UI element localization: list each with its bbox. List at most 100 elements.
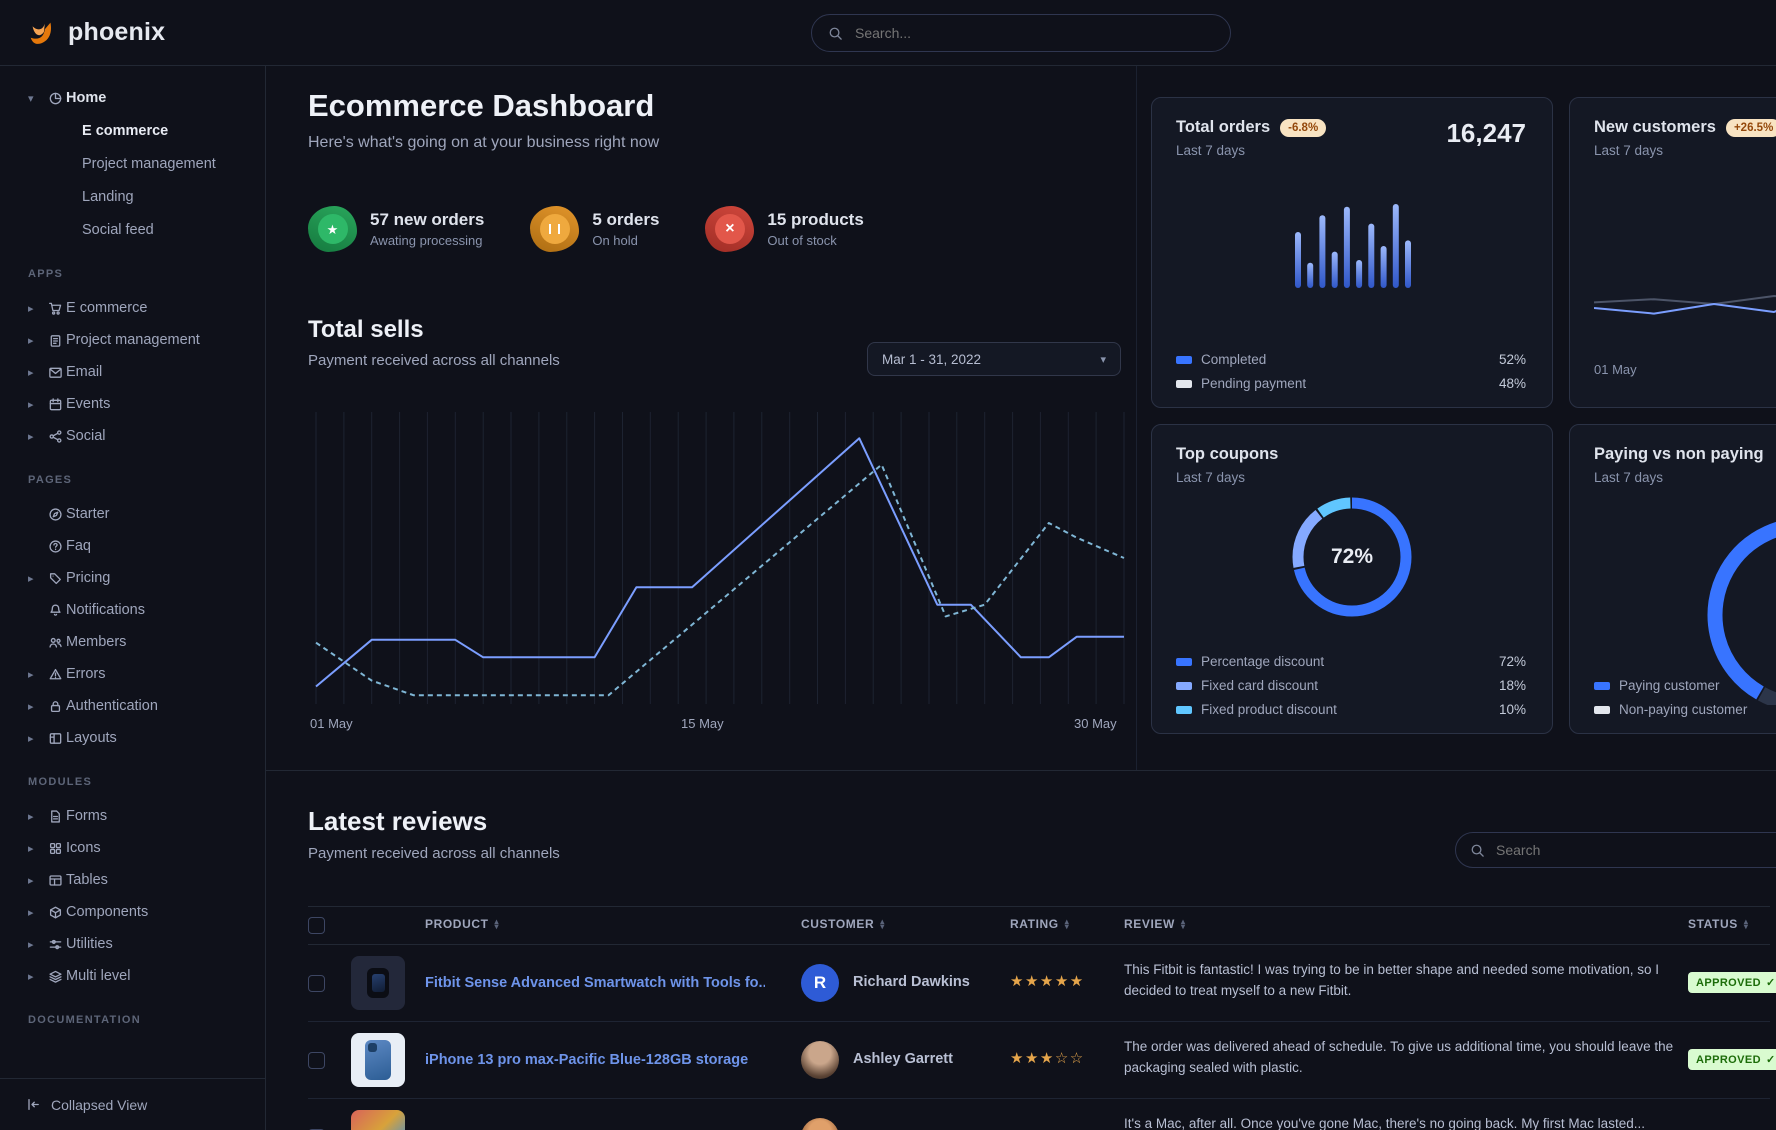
sidebar-group-social[interactable]: ▸ Social	[28, 428, 106, 444]
total-orders-value: 16,247	[1446, 118, 1526, 148]
legend-row: Percentage discount 72%	[1176, 654, 1526, 669]
chevron-right-icon: ▸	[28, 302, 34, 315]
card-period: Last 7 days	[1594, 470, 1664, 485]
column-header-product[interactable]: PRODUCT ▴ ▾	[425, 917, 500, 931]
sidebar-group-icons[interactable]: ▸ Icons	[28, 840, 101, 856]
tag-icon	[44, 571, 66, 586]
column-header-status[interactable]: STATUS ▴ ▾	[1688, 917, 1749, 931]
customer-name: Richard Dawkins	[853, 974, 970, 990]
chevron-right-icon: ▸	[28, 398, 34, 411]
page-head: Ecommerce Dashboard Here's what's going …	[308, 88, 659, 152]
new-customers-line-chart	[1594, 295, 1776, 315]
collapse-icon	[26, 1097, 41, 1112]
sidebar-group-errors[interactable]: ▸ Errors	[28, 666, 106, 682]
global-search	[811, 14, 1231, 52]
column-header-rating[interactable]: RATING ▴ ▾	[1010, 917, 1070, 931]
sidebar: ▾ Home E commerce Project management Lan…	[0, 66, 266, 1130]
chevron-right-icon: ▸	[28, 810, 34, 823]
top-navbar: phoenix	[0, 0, 1776, 66]
reviews-search-input[interactable]	[1494, 841, 1776, 859]
stat-orders-on-hold: 5 orders On hold	[530, 206, 659, 252]
sidebar-group-tables[interactable]: ▸ Tables	[28, 872, 108, 888]
horizontal-divider	[266, 770, 1776, 771]
x-axis-label: 15 May	[681, 716, 724, 731]
avatar: R	[801, 964, 839, 1002]
page-subtitle: Here's what's going on at your business …	[308, 134, 660, 151]
column-header-customer[interactable]: CUSTOMER ▴ ▾	[801, 917, 885, 931]
clipboard-icon	[44, 333, 66, 348]
sidebar-group-authentication[interactable]: ▸ Authentication	[28, 698, 158, 714]
select-all-checkbox[interactable]	[308, 917, 325, 934]
sidebar-group-project-management[interactable]: ▸ Project management	[28, 332, 200, 348]
sidebar-item-notifications[interactable]: Notifications	[0, 594, 265, 626]
table-icon	[44, 873, 66, 888]
collapse-view-button[interactable]: Collapsed View	[0, 1078, 265, 1130]
card-title: Paying vs non paying	[1594, 445, 1764, 463]
row-checkbox[interactable]	[308, 975, 325, 992]
row-checkbox[interactable]	[308, 1052, 325, 1069]
sidebar-item-home[interactable]: ▾ Home	[28, 90, 107, 106]
sidebar-group-pricing[interactable]: ▸ Pricing	[28, 570, 111, 586]
brand-logo[interactable]: phoenix	[26, 17, 165, 49]
date-range-select[interactable]: Mar 1 - 31, 2022 ▾	[867, 342, 1121, 376]
review-text: It's a Mac, after all. Once you've gone …	[1124, 1116, 1645, 1130]
top-coupons-donut-chart	[1292, 497, 1412, 617]
chevron-right-icon: ▸	[28, 732, 34, 745]
x-axis-label: 30 May	[1074, 716, 1117, 731]
search-icon	[828, 26, 843, 41]
top-coupons-card: Top coupons Last 7 days 72% Percentage d…	[1151, 424, 1553, 734]
total-sells-chart	[315, 412, 1125, 704]
card-period: Last 7 days	[1176, 470, 1246, 485]
chevron-right-icon: ▸	[28, 334, 34, 347]
sidebar-group-components[interactable]: ▸ Components	[28, 904, 149, 920]
warning-triangle-icon	[44, 667, 66, 682]
chevron-down-icon: ▾	[1100, 353, 1106, 366]
legend-row: Non-paying customer	[1594, 702, 1776, 717]
layout-icon	[44, 731, 66, 746]
sidebar-group-e-commerce[interactable]: ▸ E commerce	[28, 300, 148, 316]
column-header-review[interactable]: REVIEW ▴ ▾	[1124, 917, 1186, 931]
sidebar-group-forms[interactable]: ▸ Forms	[28, 808, 108, 824]
total-sells-subtitle: Payment received across all channels	[308, 352, 560, 369]
new-customers-card: New customers +26.5% Last 7 days 01 May	[1569, 97, 1776, 408]
sort-icon: ▴ ▾	[880, 917, 885, 931]
sidebar-item-e-commerce[interactable]: E commerce	[82, 122, 169, 139]
product-image-macbook	[351, 1110, 405, 1130]
global-search-input[interactable]	[853, 24, 1214, 42]
avatar	[801, 1041, 839, 1079]
product-link[interactable]: Fitbit Sense Advanced Smartwatch with To…	[425, 975, 765, 991]
percent-change-badge: +26.5%	[1725, 118, 1776, 137]
sidebar-group-multi-level[interactable]: ▸ Multi level	[28, 968, 131, 984]
phoenix-logo-icon	[26, 17, 58, 49]
sidebar-item-landing[interactable]: Landing	[82, 188, 134, 205]
sidebar-item-starter[interactable]: Starter	[0, 498, 265, 530]
review-text: This Fitbit is fantastic! I was trying t…	[1124, 962, 1660, 998]
sidebar-group-layouts[interactable]: ▸ Layouts	[28, 730, 117, 746]
question-circle-icon	[44, 539, 66, 554]
sidebar-item-social-feed[interactable]: Social feed	[82, 221, 154, 238]
sidebar-item-faq[interactable]: Faq	[0, 530, 265, 562]
sidebar-section-modules: MODULES	[28, 776, 93, 788]
chevron-right-icon: ▸	[28, 874, 34, 887]
sidebar-group-utilities[interactable]: ▸ Utilities	[28, 936, 113, 952]
star-blob-icon: ★	[308, 206, 357, 252]
product-image-iphone	[351, 1033, 405, 1087]
table-row: Fitbit Sense Advanced Smartwatch with To…	[308, 945, 1776, 1022]
calendar-icon	[44, 397, 66, 412]
total-orders-legend: Completed 52% Pending payment 48%	[1176, 343, 1526, 391]
sidebar-item-members[interactable]: Members	[0, 626, 265, 658]
paying-legend: Paying customer Non-paying customer	[1594, 669, 1776, 717]
x-axis-label: 01 May	[1594, 362, 1637, 377]
total-orders-bar-chart	[1295, 204, 1411, 288]
page-title: Ecommerce Dashboard	[308, 88, 655, 123]
chevron-right-icon: ▸	[28, 572, 34, 585]
product-link[interactable]: iPhone 13 pro max-Pacific Blue-128GB sto…	[425, 1052, 749, 1068]
top-coupons-legend: Percentage discount 72% Fixed card discou…	[1176, 645, 1526, 717]
legend-row: Pending payment 48%	[1176, 376, 1526, 391]
sidebar-group-events[interactable]: ▸ Events	[28, 396, 111, 412]
sidebar-item-project-management[interactable]: Project management	[82, 155, 216, 172]
stat-new-orders: ★ 57 new orders Awating processing	[308, 206, 484, 252]
chevron-right-icon: ▸	[28, 668, 34, 681]
sidebar-group-email[interactable]: ▸ Email	[28, 364, 103, 380]
chevron-down-icon: ▾	[28, 92, 34, 105]
